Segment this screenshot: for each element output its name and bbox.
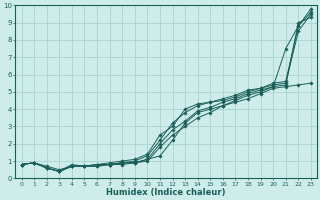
X-axis label: Humidex (Indice chaleur): Humidex (Indice chaleur) [107, 188, 226, 197]
